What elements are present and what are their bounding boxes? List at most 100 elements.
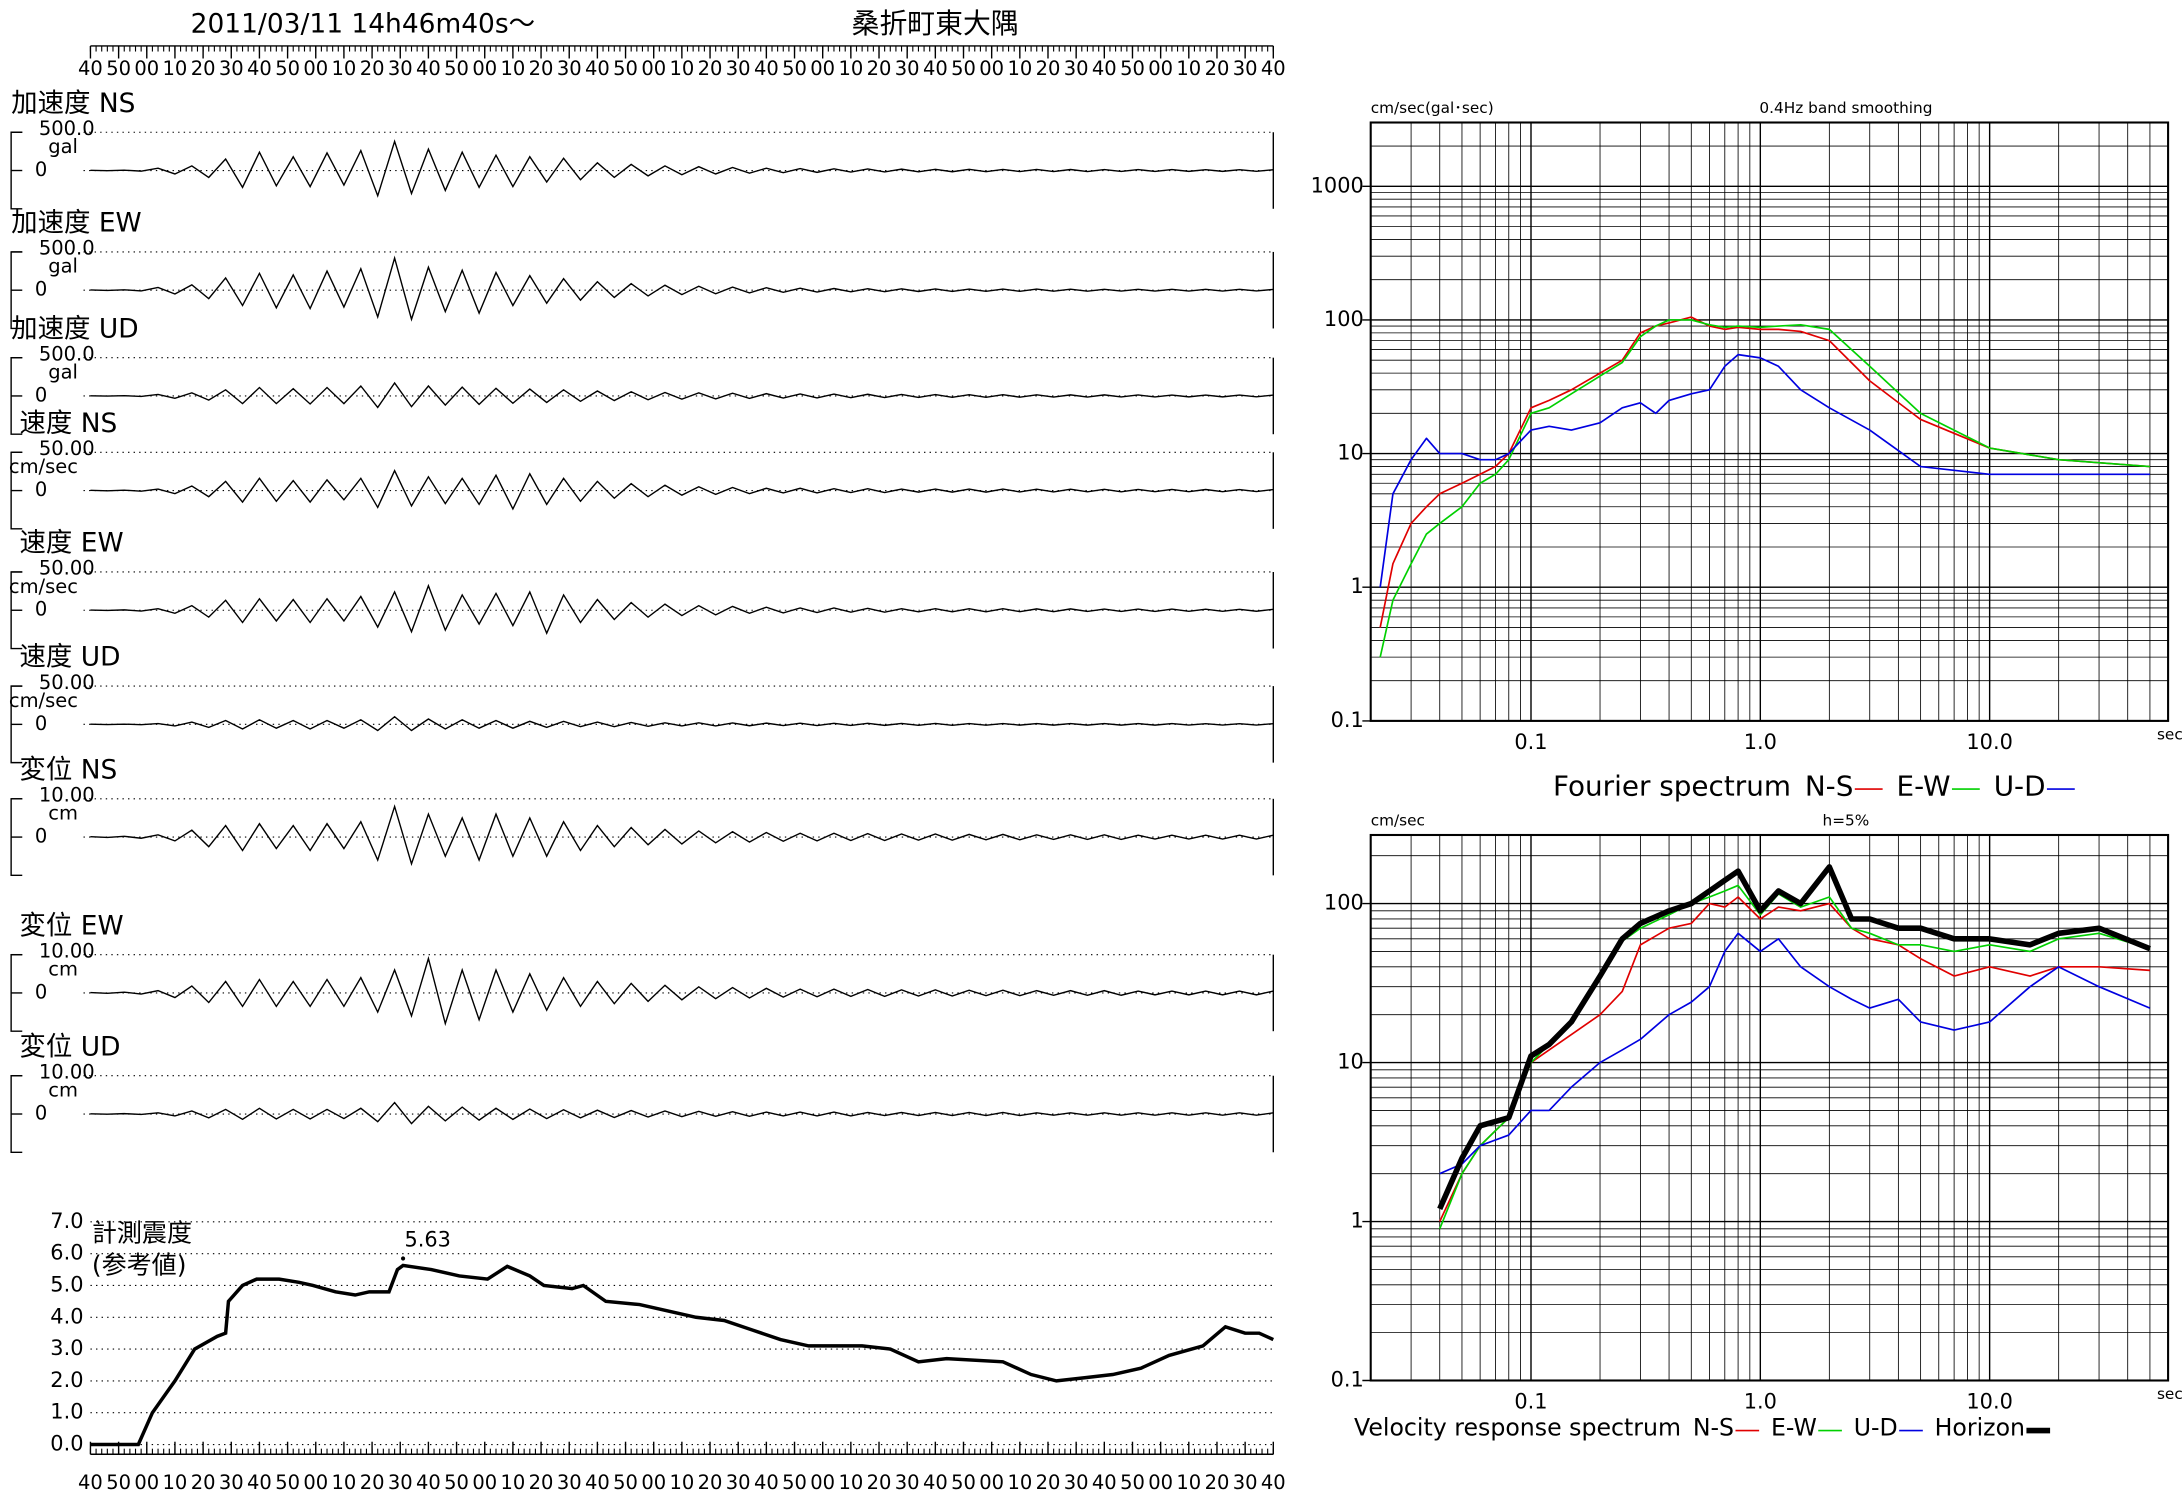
waveform: [90, 139, 1274, 198]
x-tick-label: 40: [585, 1471, 610, 1494]
legend-label: Horizon: [1935, 1414, 2025, 1442]
y-tick-label: 50.00: [39, 671, 95, 694]
y-tick-label: 1: [1350, 574, 1363, 598]
x-tick-label: 00: [979, 1471, 1004, 1494]
x-tick-label: 00: [641, 57, 666, 80]
x-tick-label: 40: [78, 1471, 103, 1494]
waveform: [90, 583, 1274, 635]
y-tick-label: 0: [35, 478, 47, 501]
x-tick-label: 30: [388, 1471, 413, 1494]
x-tick-label: 40: [923, 57, 948, 80]
x-tick-label: 0.1: [1514, 730, 1547, 754]
legend-label: U-D: [1994, 770, 2046, 803]
x-tick-label: 00: [134, 57, 159, 80]
x-tick-label: 50: [444, 57, 469, 80]
x-tick-label: 20: [191, 1471, 216, 1494]
x-tick-label: 10: [332, 57, 357, 80]
x-tick-label: 50: [951, 1471, 976, 1494]
x-tick-label: 10: [669, 57, 694, 80]
x-tick-label: 00: [810, 57, 835, 80]
y-tick-label: 10.00: [39, 939, 95, 962]
x-tick-label: 20: [529, 57, 554, 80]
x-tick-label: 10.0: [1966, 1390, 2012, 1414]
trace-name: 速度 NS: [19, 408, 117, 439]
x-tick-label: 40: [247, 1471, 272, 1494]
waveform: [90, 1101, 1274, 1125]
y-tick-label: 0: [35, 712, 47, 735]
y-axis-label: cm/sec(gal･sec): [1371, 99, 1494, 117]
x-tick-label: 1.0: [1744, 730, 1777, 754]
x-tick-label: 30: [219, 1471, 244, 1494]
x-tick-label: 50: [1120, 57, 1145, 80]
y-tick-label: 0: [35, 980, 47, 1003]
annotation: 5.63: [404, 1227, 450, 1251]
x-tick-label: 30: [895, 57, 920, 80]
y-tick-label: 500.0: [39, 342, 95, 365]
waveform: [90, 469, 1274, 511]
y-tick-label: 4.0: [50, 1304, 83, 1328]
x-tick-label: 10: [838, 57, 863, 80]
y-tick-label: 1000: [1311, 173, 1364, 197]
x-tick-label: 10: [1176, 1471, 1201, 1494]
waveform: [90, 804, 1274, 867]
x-tick-label: 40: [923, 1471, 948, 1494]
x-tick-label: 10: [1176, 57, 1201, 80]
y-tick-label: 0: [35, 278, 47, 301]
x-tick-label: 50: [106, 1471, 131, 1494]
x-tick-label: 40: [1092, 1471, 1117, 1494]
x-tick-label: 20: [191, 57, 216, 80]
x-tick-label: 20: [698, 57, 723, 80]
x-tick-label: 10: [501, 1471, 526, 1494]
trace-name: 加速度 UD: [11, 313, 138, 344]
trace-unit: cm/sec: [9, 689, 78, 712]
trace-unit: cm/sec: [9, 455, 78, 478]
x-tick-label: 20: [529, 1471, 554, 1494]
legend-title: Fourier spectrum: [1553, 770, 1791, 803]
legend-label: E-W: [1771, 1414, 1817, 1442]
x-tick-label: 10: [1007, 57, 1032, 80]
x-tick-label: 00: [472, 57, 497, 80]
y-tick-label: 100: [1324, 307, 1364, 331]
x-axis-label: sec: [2157, 725, 2182, 743]
x-tick-label: 20: [1036, 57, 1061, 80]
x-tick-label: 20: [1205, 1471, 1230, 1494]
x-tick-label: 40: [416, 57, 441, 80]
waveform: [90, 255, 1274, 322]
y-tick-label: 50.00: [39, 557, 95, 580]
trace-unit: gal: [48, 360, 78, 383]
x-tick-label: 40: [1261, 1471, 1286, 1494]
x-tick-label: 30: [1233, 57, 1258, 80]
x-tick-label: 50: [782, 57, 807, 80]
x-tick-label: 10: [332, 1471, 357, 1494]
x-tick-label: 50: [444, 1471, 469, 1494]
x-tick-label: 00: [810, 1471, 835, 1494]
trace-name: 加速度 NS: [11, 88, 135, 119]
x-tick-label: 10: [669, 1471, 694, 1494]
plot-frame: [1369, 833, 2170, 1382]
x-tick-label: 00: [303, 1471, 328, 1494]
y-tick-label: 0.0: [50, 1432, 83, 1456]
x-tick-label: 50: [613, 57, 638, 80]
y-tick-label: 1: [1350, 1209, 1363, 1233]
x-tick-label: 10: [1007, 1471, 1032, 1494]
plot-frame: [1369, 121, 2170, 722]
x-tick-label: 10.0: [1966, 730, 2012, 754]
y-tick-label: 0.1: [1331, 708, 1364, 732]
x-tick-label: 00: [641, 1471, 666, 1494]
trace-unit: gal: [48, 135, 78, 158]
y-tick-label: 0: [35, 598, 47, 621]
spectrum-line: [1379, 316, 2150, 628]
station-name: 桑折町東大隅: [852, 7, 1019, 40]
x-tick-label: 10: [163, 57, 188, 80]
waveform: [90, 381, 1274, 409]
legend-label: U-D: [1854, 1414, 1898, 1442]
y-tick-label: 10: [1337, 441, 1364, 465]
x-tick-label: 00: [472, 1471, 497, 1494]
chart-subtitle: h=5%: [1823, 812, 1870, 830]
y-tick-label: 0: [35, 1102, 47, 1125]
x-tick-label: 50: [275, 1471, 300, 1494]
x-tick-label: 30: [557, 1471, 582, 1494]
x-tick-label: 40: [754, 57, 779, 80]
